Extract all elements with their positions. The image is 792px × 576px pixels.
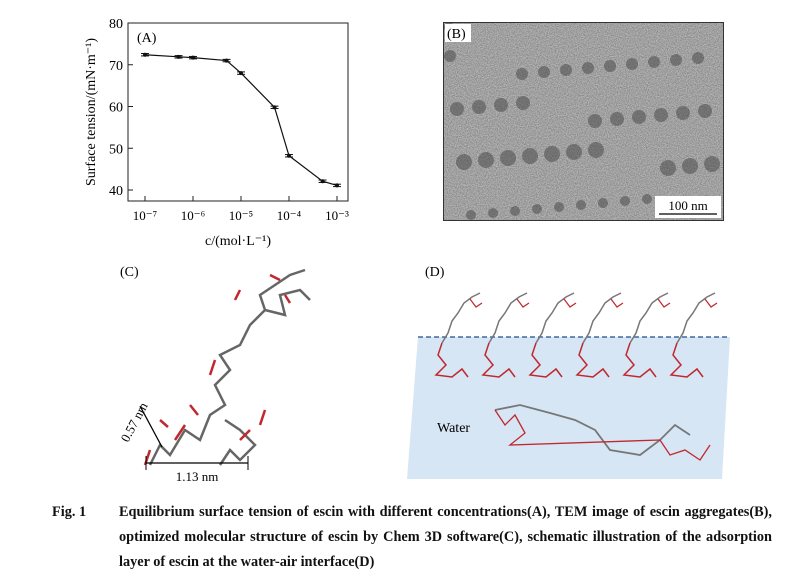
aggregate xyxy=(642,194,652,204)
aggregate xyxy=(626,58,638,70)
escin-molecule xyxy=(481,292,530,378)
aggregate xyxy=(510,206,520,216)
data-point xyxy=(320,179,325,184)
aggregate xyxy=(648,56,660,68)
aggregate xyxy=(632,110,646,124)
x-tick-label: 10⁻⁶ xyxy=(181,208,205,223)
dimension-line-height xyxy=(139,405,163,448)
data-point xyxy=(239,71,243,76)
x-tick-label: 10⁻³ xyxy=(325,208,349,223)
aggregate xyxy=(532,204,542,214)
escin-molecule xyxy=(434,292,483,378)
molecule-oxygens xyxy=(143,273,292,466)
y-tick-label: 80 xyxy=(109,17,123,32)
aggregate xyxy=(692,52,704,64)
y-tick-label: 50 xyxy=(109,142,123,157)
aggregate xyxy=(566,144,582,160)
dimension-width-label: 1.13 nm xyxy=(176,469,219,484)
aggregate xyxy=(500,150,516,166)
aggregate xyxy=(478,152,494,168)
x-axis-label: c/(mol·L⁻¹) xyxy=(205,234,271,249)
aggregate xyxy=(488,208,498,218)
aggregate xyxy=(704,156,720,172)
aggregate xyxy=(620,196,630,206)
data-point xyxy=(191,55,195,60)
y-tick-label: 70 xyxy=(109,59,123,74)
x-tick-label: 10⁻⁵ xyxy=(229,208,253,223)
aggregate xyxy=(538,66,550,78)
aggregate xyxy=(472,100,486,114)
caption-text: Equilibrium surface tension of escin wit… xyxy=(119,504,772,570)
escin-molecule xyxy=(575,292,624,378)
aggregate xyxy=(588,114,602,128)
aggregate xyxy=(516,68,528,80)
aggregate xyxy=(610,112,624,126)
aggregate xyxy=(544,146,560,162)
aggregate xyxy=(444,50,456,62)
data-point xyxy=(335,183,339,188)
data-point xyxy=(143,52,147,57)
aggregate xyxy=(450,102,464,116)
aggregate xyxy=(654,108,668,122)
y-tick-label: 40 xyxy=(109,184,123,199)
escin-aggregate-sugars xyxy=(494,409,711,461)
panel-label-d: (D) xyxy=(425,265,445,280)
aggregate xyxy=(516,96,530,110)
panel-label-a: (A) xyxy=(137,31,157,46)
escin-molecule xyxy=(622,292,671,378)
water-region xyxy=(407,337,730,479)
panel-label-b: (B) xyxy=(447,27,466,42)
aggregate xyxy=(582,62,594,74)
dimension-height-label: 0.57 nm xyxy=(117,400,150,445)
aggregate xyxy=(494,98,508,112)
aggregate xyxy=(554,202,564,212)
data-point xyxy=(272,105,277,110)
x-tick-label: 10⁻⁷ xyxy=(133,208,157,223)
aggregate xyxy=(604,60,616,72)
aggregate xyxy=(466,210,476,220)
aggregate xyxy=(576,200,586,210)
aggregate xyxy=(560,64,572,76)
y-axis-label: Surface tension/(mN·m⁻¹) xyxy=(84,38,99,186)
aggregate xyxy=(598,198,608,208)
aggregate xyxy=(682,158,698,174)
water-label: Water xyxy=(437,421,470,436)
aggregate xyxy=(456,154,472,170)
aggregate xyxy=(588,142,604,158)
escin-molecule xyxy=(528,292,577,378)
surface-tension-chart: (A) 40 50 60 70 80 10⁻⁷ 10⁻⁶ 10⁻⁵ 10⁻⁴ 10⁻³ Surfa… xyxy=(84,17,349,249)
y-tick-label: 60 xyxy=(109,101,123,116)
aggregate xyxy=(676,106,690,120)
escin-aggregate-in-water xyxy=(494,404,691,456)
data-point xyxy=(224,58,229,63)
aggregate xyxy=(660,160,676,176)
data-point xyxy=(176,54,181,59)
scale-bar-box xyxy=(655,196,721,218)
data-point xyxy=(287,153,291,158)
molecular-structure: (C) 0.57 nm 1.13 nm xyxy=(117,265,311,484)
adsorption-schematic: (D) Water xyxy=(407,265,730,479)
x-tick-label: 10⁻⁴ xyxy=(277,208,302,223)
aggregate xyxy=(670,54,682,66)
escin-molecule xyxy=(669,292,718,378)
scale-bar-label: 100 nm xyxy=(668,198,707,213)
aggregate xyxy=(698,104,712,118)
caption-label: Fig. 1 xyxy=(52,504,87,520)
aggregate xyxy=(522,148,538,164)
molecule-backbone xyxy=(148,268,311,466)
panel-label-c: (C) xyxy=(120,265,139,280)
tem-image: (B) 100 nm xyxy=(443,22,724,221)
plot-frame xyxy=(127,22,349,202)
